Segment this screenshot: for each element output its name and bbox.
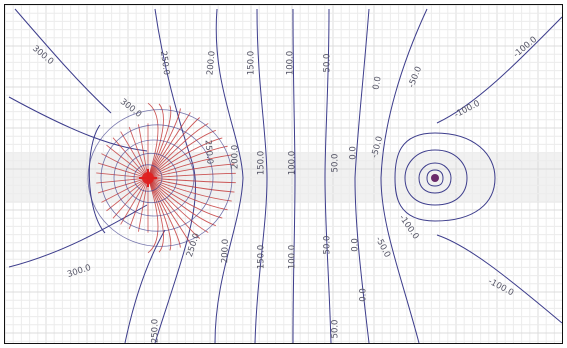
field-line-right xyxy=(147,108,181,179)
near-charge-ring xyxy=(87,109,233,247)
contour-100 xyxy=(292,8,296,343)
contour-300-top xyxy=(14,8,112,114)
field-line-right xyxy=(147,172,236,179)
label-300-top-left: 300.0 xyxy=(30,44,55,67)
label-neg100-mid-right: -100.0 xyxy=(453,99,482,121)
contour-50 xyxy=(324,8,332,343)
field-line-left xyxy=(138,124,149,179)
field-line-left xyxy=(138,177,149,232)
label-150-top: 150.0 xyxy=(247,51,257,75)
field-line-left xyxy=(106,177,149,212)
near-charge-ring xyxy=(124,152,178,204)
field-line-right xyxy=(147,177,159,254)
label-200-mid: 200.0 xyxy=(231,145,241,169)
contour-300-outer xyxy=(8,96,148,152)
contour-250-left xyxy=(154,8,197,343)
field-line-left xyxy=(120,131,149,179)
field-line-right xyxy=(147,103,164,179)
field-line-right xyxy=(147,177,181,248)
field-line-right xyxy=(147,145,228,179)
contour-neg250-ring xyxy=(418,162,452,194)
label-250-lower: 250.0 xyxy=(185,232,202,258)
contour-150 xyxy=(254,8,268,343)
field-line-right xyxy=(147,177,228,211)
field-line-right xyxy=(147,177,232,202)
contour-300-ring-left xyxy=(88,124,106,234)
contour-0 xyxy=(354,8,370,343)
label-250-bottom: 250.0 xyxy=(151,319,161,343)
field-line-right xyxy=(147,177,235,193)
equipotential-lines xyxy=(8,8,562,343)
contour-200 xyxy=(214,8,244,343)
label-200-lower: 200.0 xyxy=(220,239,231,264)
contour-neg300-ring xyxy=(426,169,444,187)
field-line-right xyxy=(147,177,223,219)
background-grid xyxy=(5,5,562,343)
label-250-top: 250.0 xyxy=(158,50,171,75)
label-100-lower: 100.0 xyxy=(288,245,298,269)
field-line-left xyxy=(128,126,149,179)
label-100-top: 100.0 xyxy=(286,51,296,75)
plot-frame: 300.0 300.0 250.0 200.0 150.0 100.0 50.0 -50.0 -… xyxy=(4,4,563,344)
field-line-right xyxy=(147,129,216,179)
field-line-right xyxy=(147,177,236,184)
label-0-bottom: 0.0 xyxy=(359,288,369,302)
contour-neg200-ring xyxy=(404,149,468,206)
field-line-right xyxy=(147,177,164,253)
field-line-right xyxy=(147,102,159,179)
field-line-left xyxy=(101,153,149,179)
near-charge-ring xyxy=(100,124,214,232)
contour-neg100-top xyxy=(436,16,562,124)
negative-charge xyxy=(431,174,439,182)
label-200-top: 200.0 xyxy=(205,50,217,75)
label-neg100-top-right: -100.0 xyxy=(512,35,539,60)
label-50-mid: 50.0 xyxy=(331,154,341,173)
near-charge-ring xyxy=(133,164,163,192)
label-0-upper-mid: 0.0 xyxy=(371,76,383,91)
near-charge-ring xyxy=(113,139,195,217)
label-150-lower: 150.0 xyxy=(257,245,267,269)
label-neg50-top: -50.0 xyxy=(407,65,425,89)
contour-neg150-ring xyxy=(394,132,496,222)
label-100-mid: 100.0 xyxy=(288,151,298,175)
label-300-left-upper: 300.0 xyxy=(118,97,143,120)
label-50-top: 50.0 xyxy=(323,54,333,73)
label-50-lower: 50.0 xyxy=(323,236,333,255)
field-line-right xyxy=(147,117,201,179)
label-0-lower-right: 0.0 xyxy=(351,238,361,252)
field-line-left xyxy=(106,144,149,179)
label-neg100-lower-right: -100.0 xyxy=(486,277,515,299)
field-line-left xyxy=(112,137,149,179)
contour-250-bottom-left xyxy=(124,229,166,343)
field-line-left xyxy=(97,162,149,179)
label-250-mid: 250.0 xyxy=(202,139,214,164)
contour-neg50 xyxy=(380,8,428,343)
field-line-right xyxy=(147,163,235,179)
contour-neg100-bottom xyxy=(436,234,562,324)
field-line-right xyxy=(147,177,172,251)
field-line-left xyxy=(112,177,149,219)
field-line-right xyxy=(147,177,216,227)
field-line-right xyxy=(147,123,209,179)
charges xyxy=(139,169,439,187)
field-line-right xyxy=(147,177,209,233)
field-line-left xyxy=(128,177,149,230)
field-line-right xyxy=(147,154,232,179)
field-line-left xyxy=(97,177,149,194)
label-50-bottom: 50.0 xyxy=(331,320,341,339)
label-0-mid: 0.0 xyxy=(349,146,359,160)
field-line-right xyxy=(147,137,223,179)
field-line-left xyxy=(120,177,149,225)
field-line-right xyxy=(147,177,201,239)
label-neg100-lower-mid: -100.0 xyxy=(397,213,421,241)
equipotential-plot: 300.0 300.0 250.0 200.0 150.0 100.0 50.0 -50.0 -… xyxy=(5,5,562,343)
label-150-mid: 150.0 xyxy=(257,151,267,175)
field-line-left xyxy=(101,177,149,203)
field-line-right xyxy=(147,105,172,179)
field-lines xyxy=(87,102,236,254)
